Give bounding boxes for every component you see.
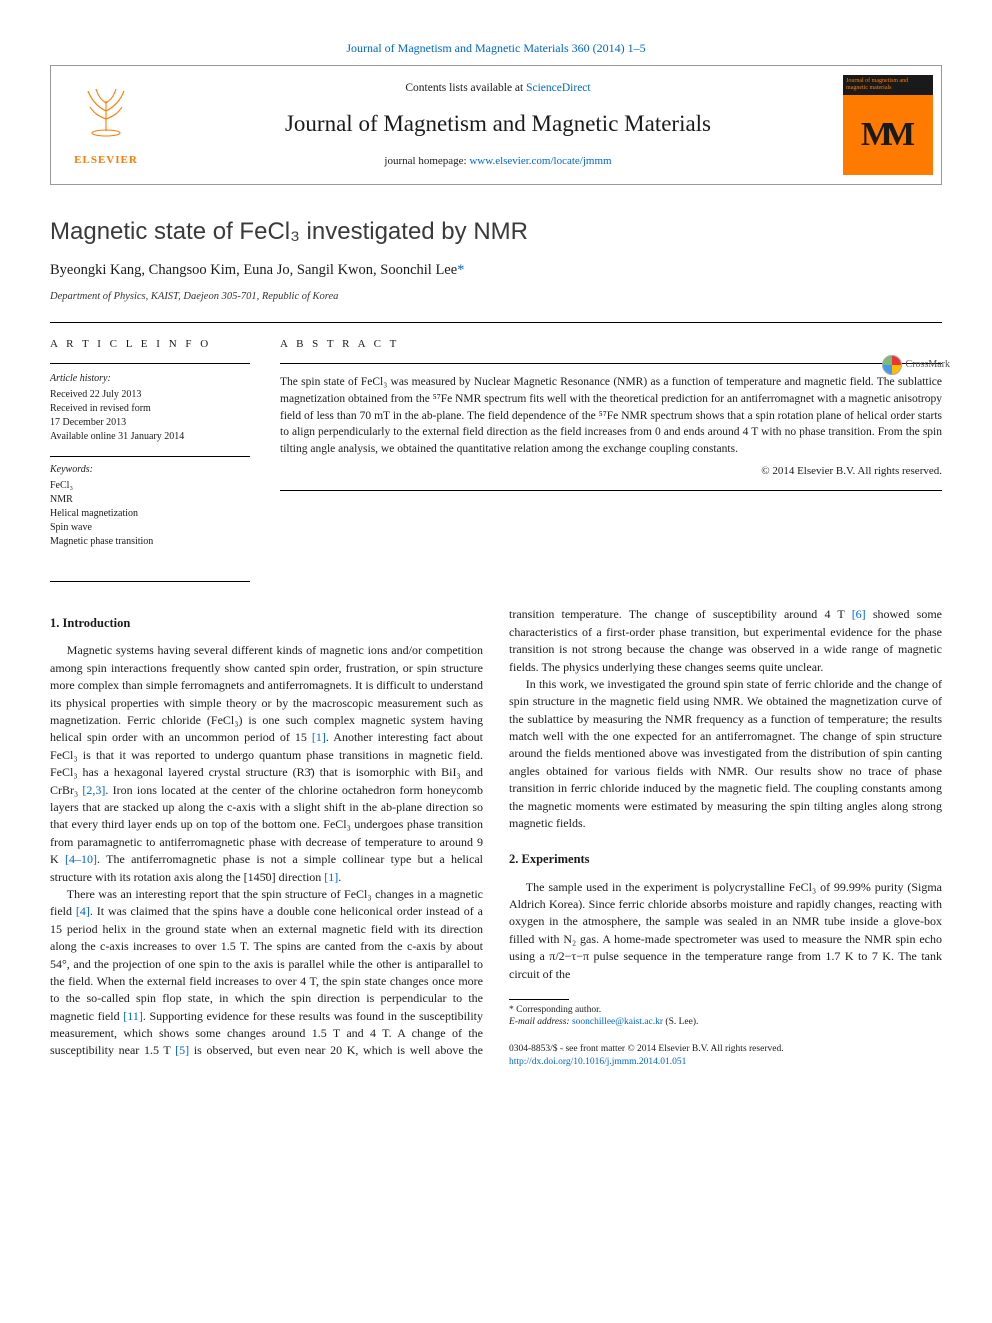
corr-label: * Corresponding author. bbox=[509, 1004, 942, 1016]
intro-p3: In this work, we investigated the ground… bbox=[509, 676, 942, 833]
journal-cover-thumbnail: Journal of magnetism and magnetic materi… bbox=[843, 75, 933, 175]
history-line: Received 22 July 2013 bbox=[50, 388, 250, 402]
abstract-column: a b s t r a c t The spin state of FeCl₃ … bbox=[280, 337, 942, 561]
crossmark-icon bbox=[882, 355, 902, 375]
keywords-label: Keywords: bbox=[50, 463, 250, 477]
info-abstract-row: a r t i c l e i n f o Article history: R… bbox=[50, 337, 942, 561]
section-heading-experiments: 2. Experiments bbox=[509, 850, 942, 868]
doi-link[interactable]: http://dx.doi.org/10.1016/j.jmmm.2014.01… bbox=[509, 1057, 686, 1067]
history-line: 17 December 2013 bbox=[50, 416, 250, 430]
ref-link[interactable]: [11] bbox=[123, 1009, 143, 1023]
email-line: E-mail address: soonchillee@kaist.ac.kr … bbox=[509, 1016, 942, 1028]
ref-link[interactable]: [5] bbox=[175, 1043, 189, 1057]
article-info-column: a r t i c l e i n f o Article history: R… bbox=[50, 337, 250, 561]
header-center: Contents lists available at ScienceDirec… bbox=[161, 72, 835, 178]
email-link[interactable]: soonchillee@kaist.ac.kr bbox=[572, 1017, 663, 1027]
running-header-link[interactable]: Journal of Magnetism and Magnetic Materi… bbox=[346, 41, 645, 55]
abstract-text: The spin state of FeCl₃ was measured by … bbox=[280, 363, 942, 490]
sciencedirect-link[interactable]: ScienceDirect bbox=[526, 82, 591, 94]
journal-name: Journal of Magnetism and Magnetic Materi… bbox=[171, 107, 825, 140]
body-columns: 1. Introduction Magnetic systems having … bbox=[50, 606, 942, 1070]
ref-link[interactable]: [1] bbox=[324, 870, 338, 884]
exp-p1: The sample used in the experiment is pol… bbox=[509, 879, 942, 983]
rule-top bbox=[50, 322, 942, 323]
ref-link[interactable]: [1] bbox=[312, 730, 326, 744]
journal-cover-title: Journal of magnetism and magnetic materi… bbox=[843, 75, 933, 94]
abstract-body: The spin state of FeCl₃ was measured by … bbox=[280, 376, 942, 455]
history-line: Received in revised form bbox=[50, 402, 250, 416]
crossmark-label: CrossMark bbox=[906, 358, 950, 373]
rule-bottom bbox=[50, 581, 250, 582]
keyword: FeCl₃ bbox=[50, 479, 250, 493]
keyword: Spin wave bbox=[50, 521, 250, 535]
corresponding-marker[interactable]: * bbox=[457, 262, 464, 278]
keyword: Magnetic phase transition bbox=[50, 535, 250, 549]
intro-p1: Magnetic systems having several differen… bbox=[50, 642, 483, 885]
running-header: Journal of Magnetism and Magnetic Materi… bbox=[50, 40, 942, 57]
affiliation: Department of Physics, KAIST, Daejeon 30… bbox=[50, 289, 942, 304]
contents-prefix: Contents lists available at bbox=[405, 82, 526, 94]
info-rule-1 bbox=[50, 363, 250, 364]
elsevier-tree-icon bbox=[76, 81, 136, 153]
contents-line: Contents lists available at ScienceDirec… bbox=[171, 80, 825, 97]
article-title: Magnetic state of FeCl₃ investigated by … bbox=[50, 215, 942, 250]
journal-header-box: ELSEVIER Contents lists available at Sci… bbox=[50, 65, 942, 185]
ref-link[interactable]: [4] bbox=[76, 904, 90, 918]
keyword: NMR bbox=[50, 493, 250, 507]
ref-link[interactable]: [2,3] bbox=[82, 783, 105, 797]
history-label: Article history: bbox=[50, 372, 250, 386]
homepage-link[interactable]: www.elsevier.com/locate/jmmm bbox=[469, 155, 611, 167]
crossmark-badge[interactable]: CrossMark bbox=[882, 355, 950, 375]
info-rule-2 bbox=[50, 456, 250, 457]
footer-copyright: 0304-8853/$ - see front matter © 2014 El… bbox=[509, 1043, 942, 1057]
keyword: Helical magnetization bbox=[50, 507, 250, 521]
authors-line: Byeongki Kang, Changsoo Kim, Euna Jo, Sa… bbox=[50, 260, 942, 281]
corresponding-footnote: * Corresponding author. E-mail address: … bbox=[509, 1004, 942, 1029]
article-history-block: Article history: Received 22 July 2013 R… bbox=[50, 372, 250, 444]
section-heading-intro: 1. Introduction bbox=[50, 614, 483, 632]
homepage-prefix: journal homepage: bbox=[384, 155, 469, 167]
elsevier-logo: ELSEVIER bbox=[51, 66, 161, 184]
footnote-separator bbox=[509, 999, 569, 1000]
abstract-heading: a b s t r a c t bbox=[280, 337, 942, 353]
journal-cover-glyph: MM bbox=[843, 95, 933, 176]
authors-names: Byeongki Kang, Changsoo Kim, Euna Jo, Sa… bbox=[50, 262, 457, 278]
abstract-copyright: © 2014 Elsevier B.V. All rights reserved… bbox=[280, 464, 942, 480]
ref-link[interactable]: [4–10] bbox=[65, 852, 97, 866]
footer-block: 0304-8853/$ - see front matter © 2014 El… bbox=[509, 1043, 942, 1071]
article-info-heading: a r t i c l e i n f o bbox=[50, 337, 250, 353]
homepage-line: journal homepage: www.elsevier.com/locat… bbox=[171, 154, 825, 170]
keywords-block: Keywords: FeCl₃ NMR Helical magnetizatio… bbox=[50, 463, 250, 549]
history-line: Available online 31 January 2014 bbox=[50, 430, 250, 444]
ref-link[interactable]: [6] bbox=[852, 607, 866, 621]
elsevier-text: ELSEVIER bbox=[74, 153, 138, 169]
